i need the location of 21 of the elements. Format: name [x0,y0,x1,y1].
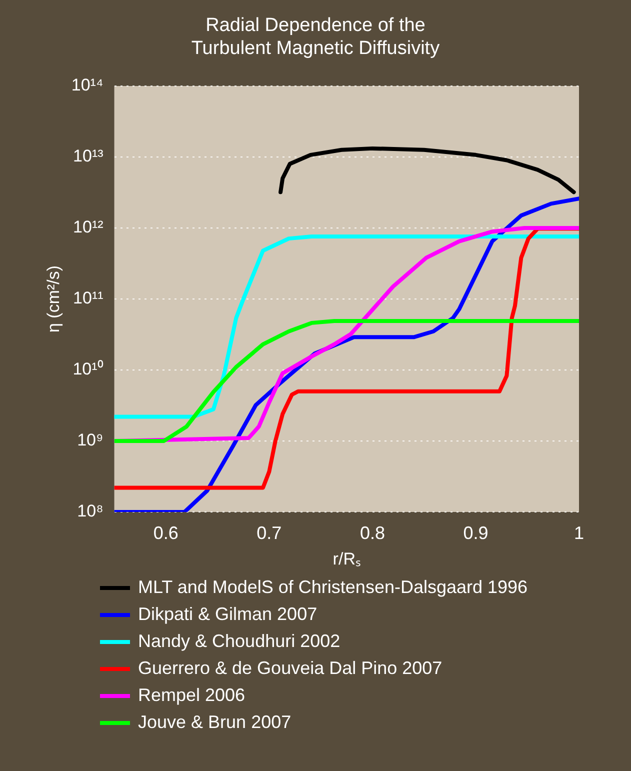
y-tick-label: 10⁸ [77,502,104,521]
legend-label: Jouve & Brun 2007 [138,712,292,733]
chart-title: Radial Dependence of the Turbulent Magnetic Diffusivity [190,14,441,61]
y-tick-label: 10¹⁴ [71,76,104,95]
y-tick-label: 10¹³ [73,146,104,166]
x-tick-label: 0.8 [360,522,385,543]
y-tick-label: 10¹¹ [73,288,104,308]
legend-label: Dikpati & Gilman 2007 [138,604,318,625]
legend-label: Guerrero & de Gouveia Dal Pino 2007 [138,658,442,679]
legend-label: Rempel 2006 [138,685,246,706]
x-tick-label: 0.9 [463,522,488,543]
y-tick-label: 10¹⁰ [72,360,104,379]
legend-label: MLT and ModelS of Christensen-Dalsgaard 1996 [138,577,528,598]
y-tick-label: 10⁹ [77,430,104,450]
x-tick-label: 0.7 [256,522,282,543]
x-tick-label: 0.6 [153,522,178,543]
y-axis-title: η (cm²/s) [44,265,63,333]
legend-label: Nandy & Choudhuri 2002 [138,631,340,652]
x-tick-label: 1 [574,522,584,543]
y-tick-label: 10¹² [73,218,104,237]
x-axis-title: r/Rₛ [332,549,360,568]
